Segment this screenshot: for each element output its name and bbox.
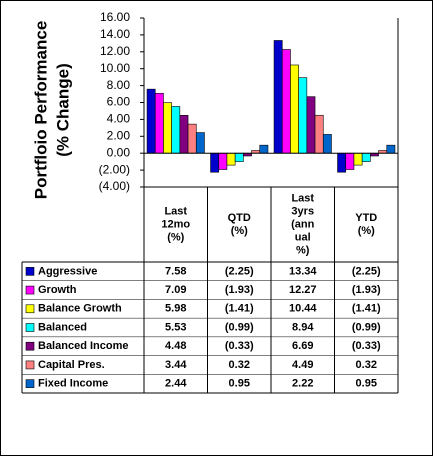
y-axis-label: Portfloio Performance <box>31 21 50 200</box>
legend-label: Growth <box>38 284 77 296</box>
category-label: QTD <box>228 212 251 224</box>
table-value: (1.93) <box>352 284 381 296</box>
category-label: (%) <box>231 225 248 237</box>
bar <box>163 102 172 154</box>
table-value: (1.41) <box>225 303 254 315</box>
bar <box>146 88 156 154</box>
y-tick-label: 10.00 <box>100 61 130 75</box>
legend-key <box>25 379 35 388</box>
table-value: 7.58 <box>165 265 186 277</box>
y-tick-label: 14.00 <box>100 27 130 41</box>
bar <box>195 132 205 154</box>
legend-key <box>25 267 35 276</box>
table-value: 8.94 <box>292 321 314 333</box>
table-value: (0.33) <box>352 340 381 352</box>
table-value: (1.41) <box>352 303 381 315</box>
y-tick-label: 4.00 <box>107 112 131 126</box>
y-tick-label: (4.00) <box>99 179 130 193</box>
table-value: 13.34 <box>289 265 317 277</box>
table-value: 2.44 <box>165 378 187 390</box>
category-label: Last <box>291 192 314 204</box>
legend-key <box>25 341 35 351</box>
legend-key <box>25 323 35 332</box>
bar <box>218 152 228 170</box>
bar <box>273 40 283 154</box>
table-value: 10.44 <box>289 303 317 315</box>
y-tick-label: 12.00 <box>100 44 130 58</box>
legend-key <box>25 304 35 314</box>
table-value: 5.98 <box>165 303 186 315</box>
category-label: YTD <box>355 212 377 224</box>
table-value: 6.69 <box>292 340 313 352</box>
legend-key <box>25 360 35 370</box>
category-label: (ann <box>291 218 315 230</box>
bar <box>226 152 236 166</box>
bar <box>361 152 371 162</box>
bar <box>187 123 197 154</box>
category-label: ual <box>295 231 311 243</box>
category-label: (%) <box>167 231 184 243</box>
legend-label: Balance Growth <box>38 303 122 315</box>
table-value: (1.93) <box>225 284 254 296</box>
legend-label: Fixed Income <box>38 378 108 390</box>
bar <box>386 144 396 154</box>
bar <box>353 152 363 166</box>
table-value: 0.95 <box>229 378 250 390</box>
table-value: 12.27 <box>289 284 317 296</box>
bar <box>179 115 189 154</box>
legend-label: Aggressive <box>38 265 97 277</box>
bar <box>154 92 164 154</box>
y-tick-label: 16.00 <box>100 10 130 24</box>
y-tick-label: 8.00 <box>107 78 131 92</box>
bar <box>210 152 220 173</box>
bar <box>322 134 332 154</box>
table-value: 0.32 <box>229 359 250 371</box>
table-value: 0.95 <box>356 378 377 390</box>
table-value: (0.33) <box>225 340 254 352</box>
legend-key <box>25 285 35 295</box>
legend-label: Balanced Income <box>38 340 128 352</box>
table-value: 3.44 <box>165 359 187 371</box>
legend-label: Balanced <box>38 321 87 333</box>
category-label: 12mo <box>161 218 190 230</box>
y-tick-label: 2.00 <box>107 128 131 142</box>
table-value: 7.09 <box>165 284 186 296</box>
bar <box>345 152 355 170</box>
bar <box>314 114 324 154</box>
table-value: 2.22 <box>292 378 313 390</box>
bar <box>290 64 299 154</box>
table-value: 5.53 <box>165 321 186 333</box>
y-axis-label: (% Change) <box>53 63 72 157</box>
legend-label: Capital Pres. <box>38 359 105 371</box>
y-tick-label: (2.00) <box>99 162 130 176</box>
table-value: (2.25) <box>225 265 254 277</box>
table-value: (0.99) <box>225 321 254 333</box>
bar <box>298 77 308 154</box>
category-label: 3yrs <box>291 205 314 217</box>
bar <box>171 106 181 154</box>
category-label: Last <box>164 205 187 217</box>
bar <box>234 152 244 162</box>
bar <box>306 96 316 154</box>
bar <box>281 49 291 154</box>
table-value: 4.48 <box>165 340 186 352</box>
y-tick-label: 0.00 <box>107 145 131 159</box>
table-value: (0.99) <box>352 321 381 333</box>
category-label: (%) <box>358 225 375 237</box>
table-value: (2.25) <box>352 265 381 277</box>
category-label: %) <box>296 244 310 256</box>
y-tick-label: 6.00 <box>107 95 131 109</box>
bar <box>337 152 347 173</box>
bar <box>259 144 269 154</box>
table-value: 4.49 <box>292 359 313 371</box>
table-value: 0.32 <box>356 359 377 371</box>
